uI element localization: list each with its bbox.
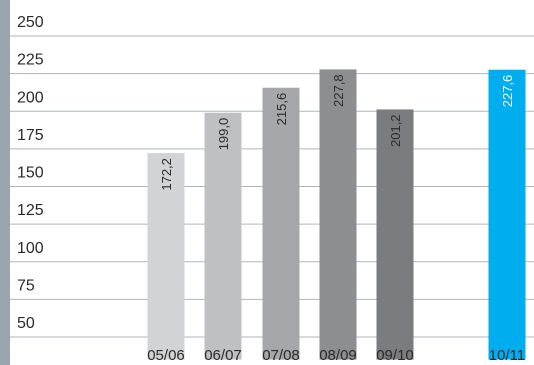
x-category-label: 07/08 [262, 347, 300, 364]
y-tick-label: 75 [17, 277, 35, 294]
x-category-label: 05/06 [147, 347, 185, 364]
left-axis-bar [0, 0, 10, 365]
bar [262, 87, 300, 360]
x-category-label: 10/11 [489, 347, 525, 364]
y-tick-label: 200 [17, 89, 44, 106]
bar [147, 153, 185, 360]
bar-value-label: 227,6 [500, 75, 515, 108]
y-tick-label: 225 [17, 52, 44, 69]
x-category-label: 06/07 [204, 347, 242, 364]
x-category-label: 08/09 [319, 347, 357, 364]
y-tick-label: 150 [17, 165, 44, 182]
x-axis-category-labels: 05/06 06/07 07/08 08/09 09/10 10/11 [147, 347, 525, 364]
bars [147, 69, 526, 360]
bar-value-label: 201,2 [388, 114, 403, 147]
y-axis-tick-labels: 50 75 100 125 150 175 200 225 250 [17, 14, 44, 332]
bar-value-label: 227,8 [331, 74, 346, 107]
y-tick-label: 50 [17, 315, 35, 332]
bar-value-labels: 172,2 199,0 215,6 227,8 201,2 227,6 [159, 74, 515, 190]
y-tick-label: 175 [17, 127, 44, 144]
y-tick-label: 100 [17, 240, 44, 257]
y-tick-label: 250 [17, 14, 44, 31]
bar-value-label: 199,0 [216, 118, 231, 151]
y-tick-label: 125 [17, 202, 44, 219]
bar [488, 69, 526, 360]
bar [319, 69, 357, 360]
bar-value-label: 172,2 [159, 158, 174, 191]
bar-value-label: 215,6 [274, 93, 289, 126]
bar [204, 112, 242, 360]
x-category-label: 09/10 [376, 347, 414, 364]
bar [376, 109, 414, 360]
